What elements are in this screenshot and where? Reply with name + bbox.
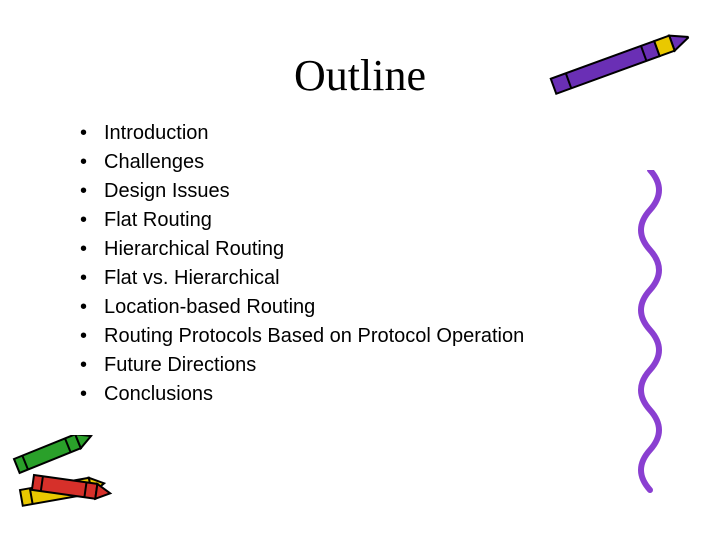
list-item: Introduction [80,119,660,148]
list-item: Routing Protocols Based on Protocol Oper… [80,322,660,351]
list-item: Conclusions [80,380,660,409]
list-item: Future Directions [80,351,660,380]
list-item: Challenges [80,148,660,177]
list-item: Flat Routing [80,206,660,235]
bullet-list: Introduction Challenges Design Issues Fl… [60,119,660,409]
crayon-pile-icon [10,435,120,530]
slide-container: Outline Introduction Challenges Design I… [0,0,720,540]
list-item: Location-based Routing [80,293,660,322]
list-item: Design Issues [80,177,660,206]
list-item: Hierarchical Routing [80,235,660,264]
list-item: Flat vs. Hierarchical [80,264,660,293]
